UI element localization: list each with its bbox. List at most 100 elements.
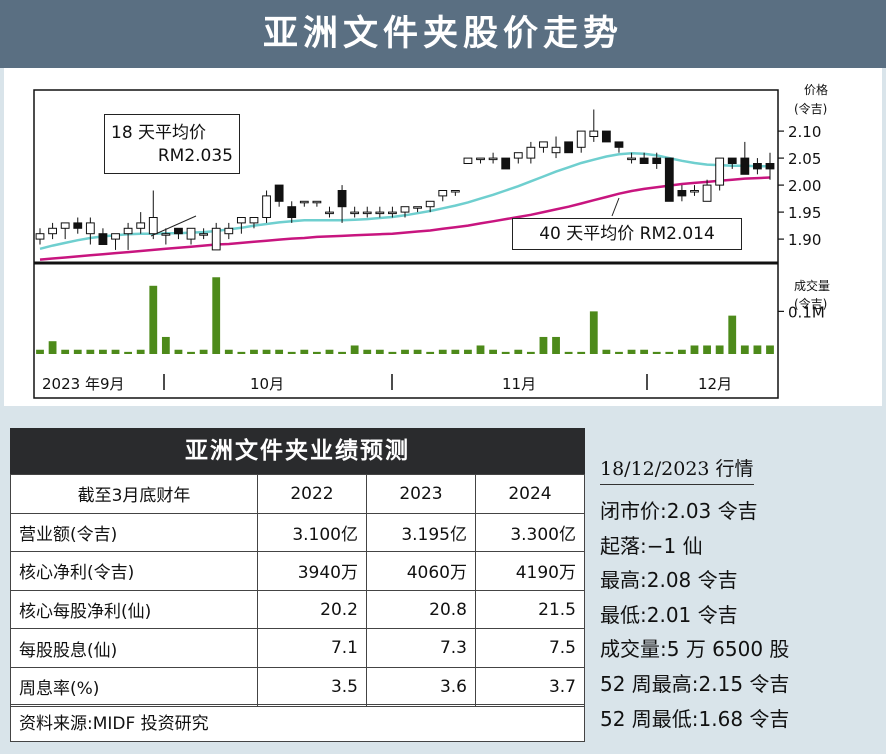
ma18-leader-line bbox=[150, 215, 197, 237]
price-grid bbox=[778, 130, 784, 312]
candle-body bbox=[199, 233, 209, 236]
candle-body bbox=[299, 200, 309, 204]
candle-body bbox=[35, 233, 45, 240]
candle-body bbox=[312, 200, 322, 204]
cell-2022: 3.100亿 bbox=[257, 512, 367, 553]
volume-bar bbox=[640, 349, 649, 354]
volume-bar bbox=[426, 351, 435, 354]
week52-high: 52 周最高:2.15 令吉 bbox=[600, 671, 790, 696]
candle-body bbox=[161, 233, 171, 236]
header-2024: 2024 bbox=[475, 474, 585, 514]
candle bbox=[438, 190, 448, 202]
volume-bar bbox=[552, 336, 560, 354]
candle bbox=[488, 152, 498, 164]
candle-body bbox=[601, 130, 611, 143]
candle-body bbox=[211, 227, 221, 251]
header-2023: 2023 bbox=[366, 474, 476, 514]
table-header-row: 截至3月底财年 2022 2023 2024 bbox=[10, 474, 585, 514]
price-tick-label: 1.90 bbox=[788, 231, 821, 249]
candle-body bbox=[765, 163, 775, 170]
volume-bar bbox=[665, 351, 674, 354]
candle-body bbox=[702, 184, 712, 202]
volume-bar bbox=[287, 351, 296, 354]
candle-body bbox=[73, 222, 83, 229]
page-title: 亚洲文件夹股价走势 bbox=[0, 0, 886, 68]
candle-body bbox=[677, 190, 687, 197]
candle bbox=[690, 185, 699, 196]
table-row: 核心每股净利(仙) 20.2 20.8 21.5 bbox=[10, 589, 585, 630]
candle bbox=[753, 158, 762, 175]
row-label: 核心每股净利(仙) bbox=[10, 589, 258, 630]
candle bbox=[627, 152, 636, 164]
candle-body bbox=[526, 146, 536, 159]
volume-bar bbox=[728, 315, 737, 354]
close-price: 闭市价:2.03 令吉 bbox=[600, 499, 758, 523]
volume-bar bbox=[753, 345, 762, 354]
ma18-value: RM2.035 bbox=[157, 146, 233, 166]
candle-body bbox=[224, 227, 234, 235]
candle bbox=[249, 217, 259, 229]
candle-body bbox=[476, 157, 485, 161]
cell-2024: 21.5 bbox=[475, 589, 585, 630]
candle bbox=[551, 136, 561, 159]
candle bbox=[463, 157, 473, 164]
volume-bar bbox=[161, 336, 170, 354]
candle bbox=[639, 152, 649, 164]
volume-traded: 成交量:5 万 6500 股 bbox=[600, 637, 790, 662]
price-axis-unit: (令吉) bbox=[794, 101, 827, 116]
candle bbox=[98, 228, 108, 245]
ma40-annotation: 40 天平均价 RM2.014 bbox=[512, 218, 742, 250]
candle-body bbox=[551, 146, 561, 154]
cell-2024: 4190万 bbox=[475, 551, 585, 591]
table-row: 营业额(令吉) 3.100亿 3.195亿 3.300亿 bbox=[10, 512, 585, 553]
week52-low: 52 周最低:1.68 令吉 bbox=[600, 706, 790, 731]
volume-bar bbox=[275, 349, 284, 354]
candle-body bbox=[425, 200, 435, 208]
volume-bar bbox=[212, 277, 221, 354]
volume-bar bbox=[652, 351, 661, 354]
row-label: 营业额(令吉) bbox=[10, 512, 258, 553]
candle-body bbox=[589, 130, 599, 137]
cell-2023: 7.3 bbox=[366, 628, 476, 668]
row-label: 每股股息(仙) bbox=[10, 628, 258, 668]
candle-body bbox=[350, 211, 360, 215]
volume-tick-label: 0.1M bbox=[788, 303, 825, 321]
price-axis-title: 价格 bbox=[804, 82, 828, 97]
volume-bar bbox=[363, 349, 372, 354]
candle-body bbox=[123, 227, 133, 235]
candle bbox=[526, 141, 536, 164]
price-tick-label: 1.95 bbox=[788, 204, 821, 222]
candle-body bbox=[148, 217, 158, 235]
row-label: 周息率(%) bbox=[10, 666, 258, 707]
candle bbox=[325, 206, 334, 218]
candle-body bbox=[111, 233, 120, 240]
volume-bar bbox=[627, 349, 636, 354]
candle-body bbox=[614, 141, 624, 148]
volume-bar bbox=[36, 349, 44, 354]
header-2022: 2022 bbox=[257, 474, 367, 514]
cell-2023: 3.195亿 bbox=[366, 512, 476, 553]
candle-body bbox=[627, 157, 636, 161]
volume-bar bbox=[375, 349, 384, 354]
candle-body bbox=[564, 141, 574, 154]
candle bbox=[589, 109, 599, 142]
volume-bar bbox=[73, 349, 82, 354]
candle-body bbox=[262, 195, 271, 219]
candle bbox=[362, 206, 372, 218]
candle bbox=[476, 157, 485, 164]
candle bbox=[161, 228, 171, 245]
table-row: 每股股息(仙) 7.1 7.3 7.5 bbox=[10, 628, 585, 668]
volume-axis-title: 成交量 bbox=[794, 278, 830, 293]
candle bbox=[400, 206, 410, 218]
candle bbox=[299, 200, 309, 207]
price-change: 起落:−1 仙 bbox=[600, 533, 703, 558]
candle bbox=[740, 141, 750, 175]
candle-body bbox=[450, 190, 460, 193]
candle-body bbox=[174, 227, 183, 235]
volume-bar bbox=[501, 351, 510, 354]
candle-body bbox=[438, 190, 448, 197]
candle-body bbox=[236, 217, 246, 224]
candle bbox=[652, 152, 662, 169]
volume-bar bbox=[48, 341, 57, 354]
candle-body bbox=[98, 233, 108, 245]
